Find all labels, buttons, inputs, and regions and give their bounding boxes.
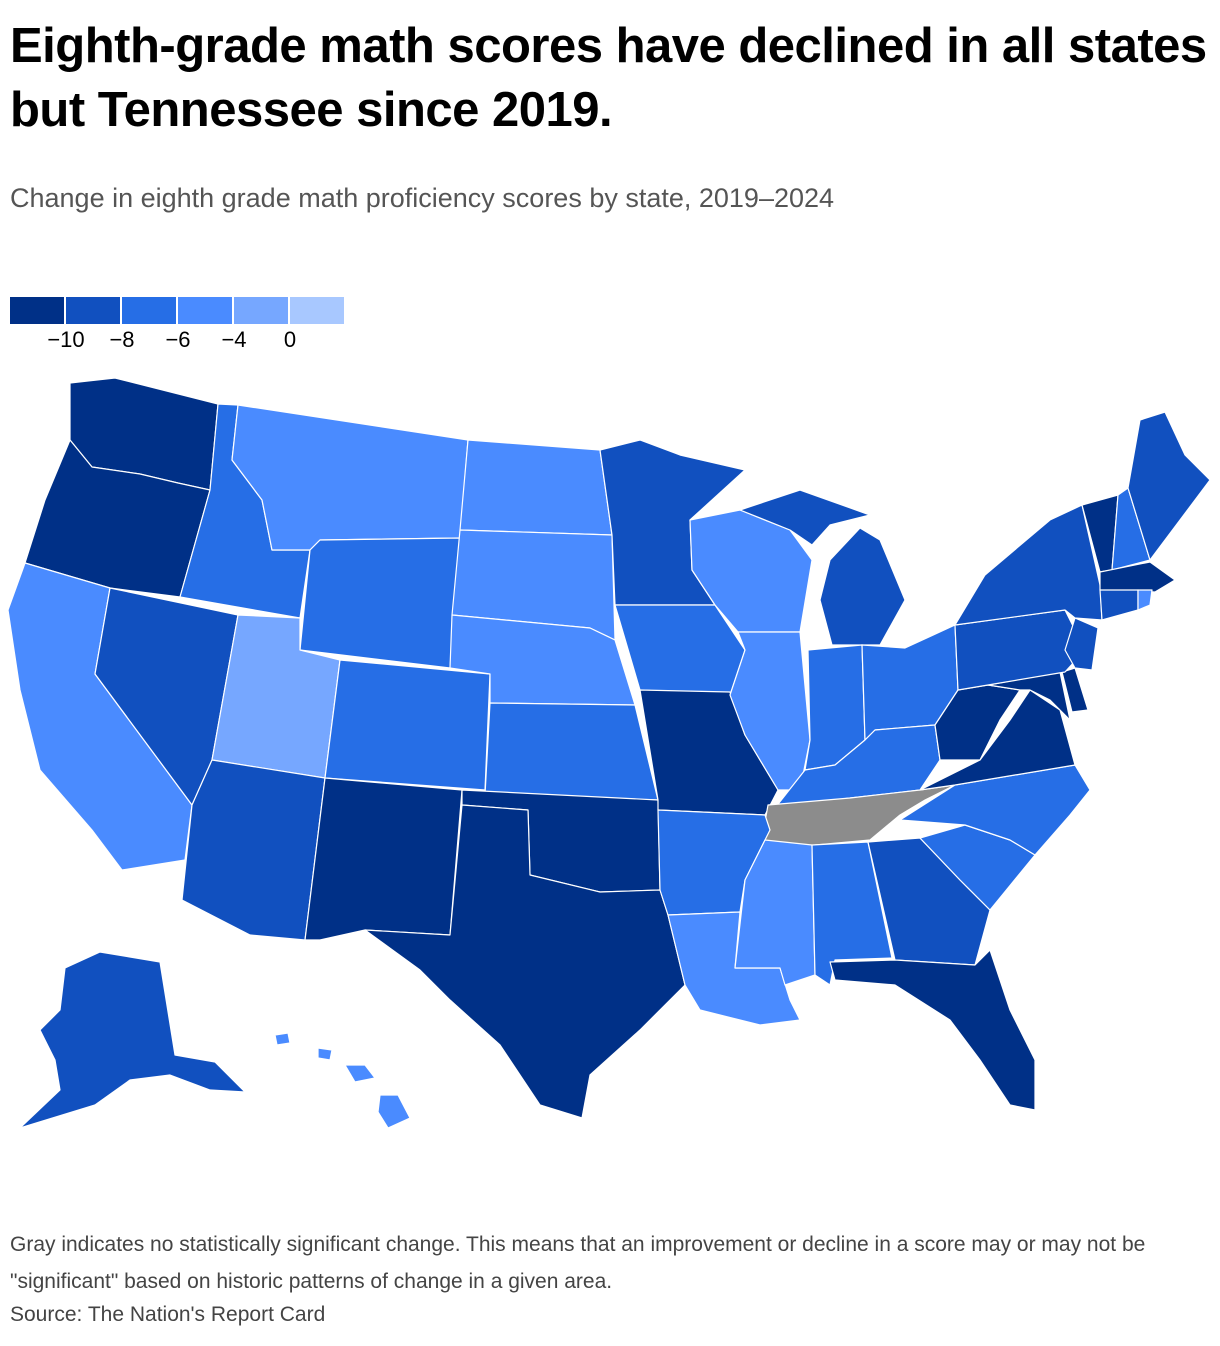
legend-swatch-5 — [234, 297, 288, 324]
state-kansas[interactable] — [484, 702, 659, 801]
us-state-map — [7, 377, 1211, 1129]
state-florida[interactable] — [829, 949, 1036, 1111]
state-illinois[interactable] — [729, 631, 811, 791]
legend-label-minus-8: −8 — [109, 327, 135, 352]
state-new-mexico[interactable] — [304, 777, 463, 941]
legend-swatch-4 — [178, 297, 232, 324]
state-hawaii[interactable] — [274, 1032, 411, 1129]
state-north-dakota[interactable] — [459, 439, 613, 536]
state-alaska[interactable] — [19, 951, 246, 1129]
color-legend: −10 −8 −6 −4 0 — [10, 297, 350, 367]
legend-swatch-1 — [10, 297, 64, 324]
state-michigan-upper[interactable] — [739, 489, 871, 546]
source-line: Source: The Nation's Report Card — [10, 1303, 326, 1326]
state-montana[interactable] — [231, 404, 469, 551]
state-wyoming[interactable] — [299, 537, 461, 669]
legend-label-minus-4: −4 — [221, 327, 247, 352]
legend-label-minus-6: −6 — [165, 327, 191, 352]
state-arkansas[interactable] — [657, 809, 771, 916]
state-maine[interactable] — [1127, 411, 1211, 561]
state-massachusetts[interactable] — [1099, 561, 1176, 593]
chart-subtitle: Change in eighth grade math proficiency … — [10, 183, 835, 213]
state-rhode-island[interactable] — [1137, 589, 1153, 611]
state-louisiana[interactable] — [667, 911, 801, 1026]
state-michigan[interactable] — [819, 527, 906, 646]
footnote: Gray indicates no statistically signific… — [10, 1233, 1146, 1293]
legend-swatch-3 — [122, 297, 176, 324]
legend-swatch-6 — [290, 297, 344, 324]
state-texas[interactable] — [364, 804, 686, 1119]
state-colorado[interactable] — [324, 659, 491, 791]
legend-swatch-2 — [66, 297, 120, 324]
state-iowa[interactable] — [614, 604, 746, 696]
chart-title: Eighth-grade math scores have declined i… — [10, 19, 1207, 137]
state-new-york[interactable] — [954, 504, 1103, 626]
state-connecticut[interactable] — [1099, 589, 1139, 621]
state-virginia[interactable] — [919, 689, 1076, 791]
state-arizona[interactable] — [181, 759, 326, 941]
state-delaware[interactable] — [1061, 667, 1089, 713]
state-new-jersey[interactable] — [1064, 617, 1099, 671]
legend-label-zero: 0 — [283, 327, 297, 352]
legend-label-minus-10: −10 — [47, 327, 85, 352]
